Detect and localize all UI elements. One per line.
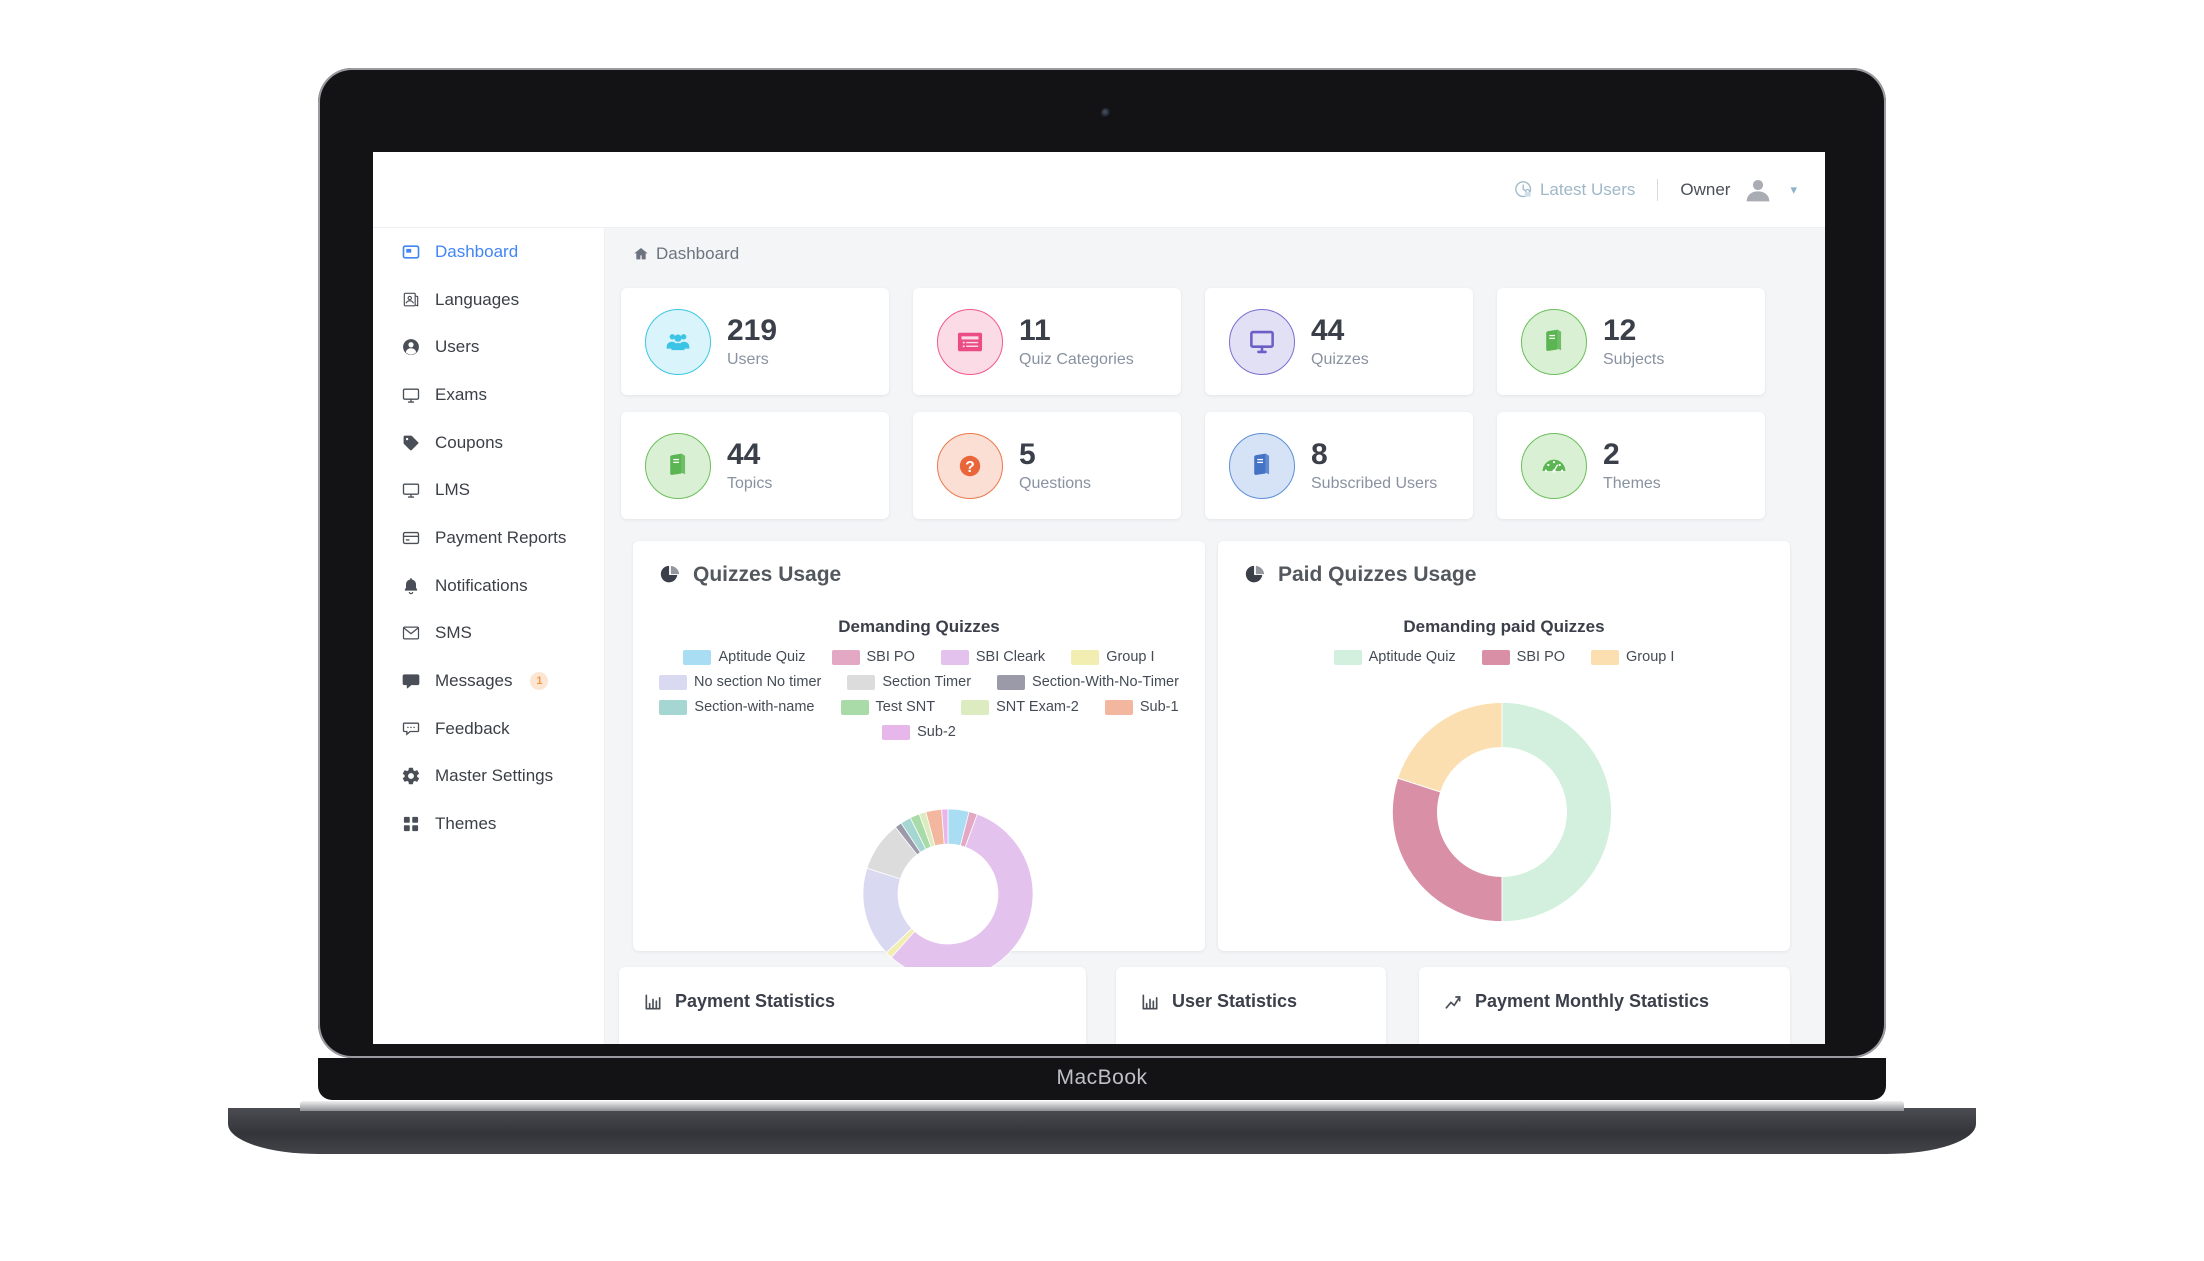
svg-text:?: ?	[965, 459, 975, 476]
